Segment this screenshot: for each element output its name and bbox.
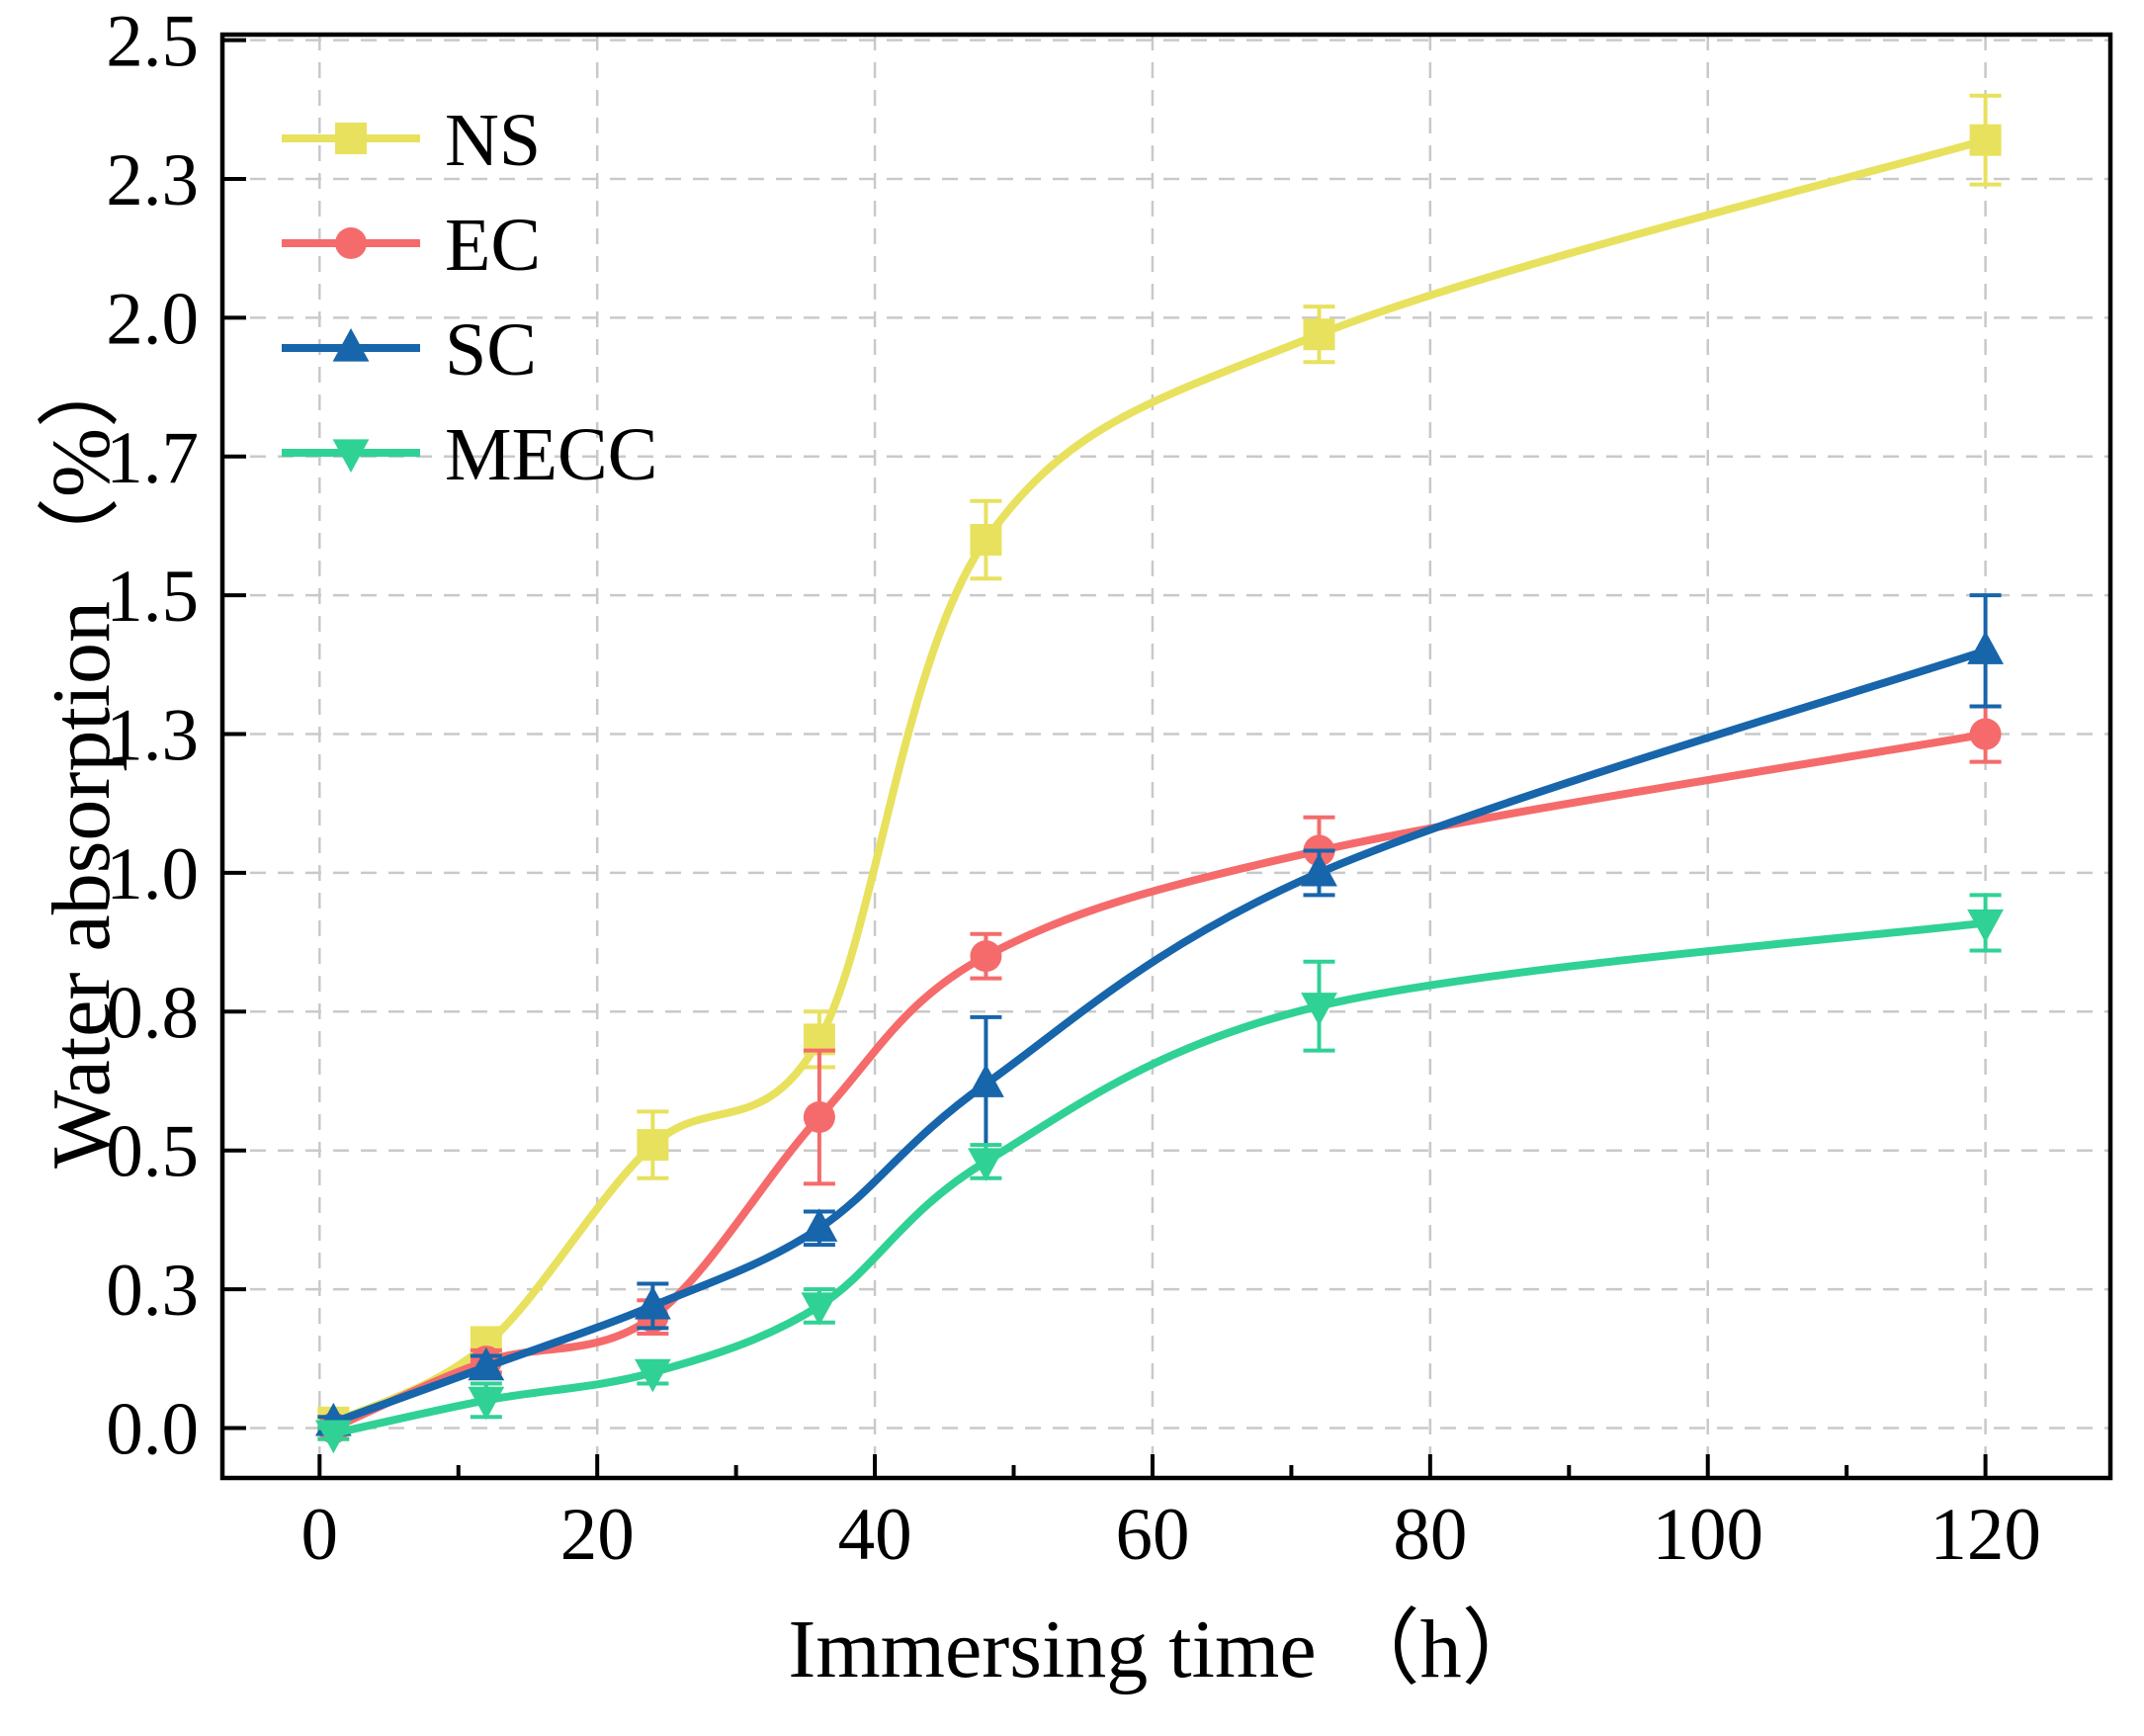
y-tick-label: 0.8 — [106, 972, 199, 1054]
legend-label-EC: EC — [445, 204, 541, 287]
square-marker-icon — [637, 1129, 669, 1162]
square-marker-icon — [970, 524, 1002, 556]
series-SC-markers — [314, 631, 2005, 1436]
y-tick-label: 1.5 — [106, 556, 199, 638]
series-EC-errorbars — [317, 704, 2002, 1436]
triangle-down-marker-icon — [801, 1292, 838, 1326]
legend-label-NS: NS — [445, 99, 541, 182]
x-tick-label: 20 — [560, 1494, 635, 1576]
y-tick-label: 2.3 — [106, 139, 199, 221]
series-MECC-line — [329, 918, 1990, 1438]
y-tick-label: 2.5 — [106, 1, 199, 83]
y-tick-label: 1.3 — [106, 695, 199, 777]
legend-item-MECC: MECC — [282, 413, 657, 496]
tick-labels: 0 20 40 60 80 100 120 0.0 0.3 0.5 0.8 1.0 1.3 1.5 1.7 2… — [106, 1, 2041, 1576]
x-tick-label: 120 — [1930, 1494, 2041, 1576]
triangle-down-marker-icon — [1301, 993, 1337, 1026]
legend-circle-marker-icon — [335, 227, 367, 259]
legend: NS EC SC MECC — [282, 99, 657, 496]
x-tick-label: 60 — [1115, 1494, 1189, 1576]
y-axis-label: Water absorption （%） — [0, 35, 148, 1478]
circle-marker-icon — [1969, 718, 2002, 750]
series-NS — [317, 93, 2002, 1438]
y-tick-label: 2.0 — [106, 278, 199, 360]
triangle-down-marker-icon — [1967, 909, 2005, 943]
series-MECC — [314, 893, 2005, 1454]
x-tick-label: 100 — [1652, 1494, 1763, 1576]
triangle-down-marker-icon — [468, 1386, 505, 1421]
x-tick-label: 80 — [1393, 1494, 1467, 1576]
triangle-up-marker-icon — [801, 1208, 838, 1242]
series-MECC-errorbars — [317, 893, 2002, 1441]
legend-item-NS: NS — [282, 99, 541, 182]
axis-ticks — [222, 38, 1988, 1478]
series-SC — [314, 593, 2005, 1436]
legend-square-marker-icon — [335, 123, 367, 154]
plot-frame — [219, 32, 2113, 1481]
series-NS-line — [329, 135, 1990, 1427]
y-tick-label: 0.3 — [106, 1250, 199, 1332]
y-tick-label: 1.7 — [106, 417, 199, 499]
legend-item-EC: EC — [282, 204, 541, 287]
triangle-up-marker-icon — [1967, 631, 2005, 664]
square-marker-icon — [1303, 318, 1335, 351]
legend-triangle-up-marker-icon — [332, 328, 370, 362]
triangle-up-marker-icon — [968, 1064, 1004, 1097]
triangle-up-marker-icon — [634, 1285, 671, 1320]
y-tick-label: 1.0 — [106, 833, 199, 915]
x-tick-label: 0 — [301, 1494, 339, 1576]
triangle-down-marker-icon — [314, 1420, 352, 1454]
x-axis-label: Immersing time （h） — [788, 1604, 1545, 1695]
square-marker-icon — [1969, 124, 2002, 156]
legend-triangle-down-marker-icon — [332, 439, 370, 473]
triangle-up-marker-icon — [468, 1346, 505, 1381]
y-tick-label: 0.0 — [106, 1388, 199, 1470]
series-EC-line — [329, 730, 1990, 1432]
triangle-up-marker-icon — [1301, 852, 1337, 887]
series-MECC-markers — [314, 909, 2005, 1454]
legend-label-MECC: MECC — [445, 413, 657, 496]
triangle-down-marker-icon — [634, 1358, 671, 1393]
series-NS-errorbars — [317, 93, 2002, 1431]
triangle-down-marker-icon — [968, 1148, 1004, 1181]
x-tick-label: 40 — [838, 1494, 912, 1576]
legend-label-SC: SC — [445, 308, 537, 391]
y-axis-label-text: Water absorption （%） — [36, 344, 129, 1169]
circle-marker-icon — [803, 1101, 835, 1133]
y-tick-label: 0.5 — [106, 1111, 199, 1193]
series-SC-line — [329, 647, 1990, 1427]
circle-marker-icon — [970, 940, 1002, 973]
legend-item-SC: SC — [282, 308, 537, 391]
